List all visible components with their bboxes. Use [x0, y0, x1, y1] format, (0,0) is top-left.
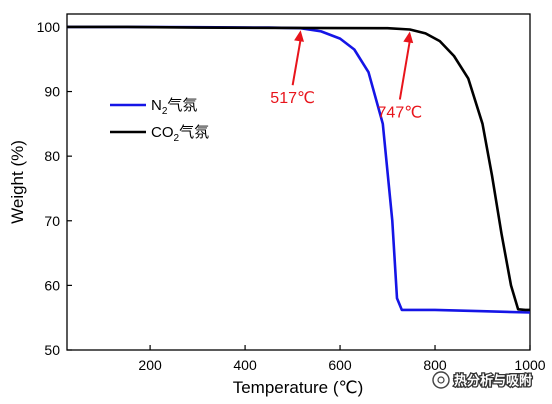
watermark: 热分析与吸附 — [432, 371, 533, 390]
tick-layer: 200 400 600 800 1000 50 60 70 80 90 100 — [37, 19, 546, 373]
annotation-label: 517℃ — [270, 90, 315, 107]
legend-co2-sub: 2 — [174, 133, 180, 144]
series-line-co2 — [67, 25, 530, 312]
legend: N2气氛 CO2气氛 — [110, 97, 209, 144]
x-tick-label: 800 — [423, 357, 447, 373]
annotation-label: 747℃ — [378, 105, 423, 122]
legend-co2-main: CO — [151, 124, 174, 141]
legend-n2-suffix: 气氛 — [167, 97, 197, 114]
watermark-icon-dot — [437, 376, 445, 384]
legend-co2-suffix: 气氛 — [179, 124, 209, 141]
plot-frame — [66, 13, 531, 351]
y-tick-label: 80 — [44, 148, 60, 164]
annotation-arrow — [398, 40, 411, 100]
legend-label-n2: N2气氛 — [151, 97, 197, 117]
y-tick-label: 60 — [44, 277, 60, 293]
x-tick-label: 200 — [138, 357, 162, 373]
annotation-arrowhead — [294, 30, 305, 42]
x-axis-title: Temperature (℃) — [233, 378, 364, 397]
y-tick-label: 90 — [44, 84, 60, 100]
annotation-layer: 517℃ 747℃ — [270, 30, 423, 122]
legend-n2-main: N — [151, 97, 162, 114]
y-tick-label: 50 — [44, 342, 60, 358]
y-tick-label: 70 — [44, 213, 60, 229]
x-tick-label: 600 — [328, 357, 352, 373]
annotation-arrowhead — [403, 31, 414, 44]
watermark-text: 热分析与吸附 — [454, 373, 532, 389]
series-line-n2 — [67, 25, 531, 314]
legend-label-co2: CO2气氛 — [151, 124, 209, 144]
x-tick-label: 400 — [233, 357, 257, 373]
annotation-arrow — [291, 39, 302, 86]
legend-n2-sub: 2 — [162, 106, 168, 117]
x-tick-label: 1000 — [514, 357, 545, 373]
y-axis-title: Weight (%) — [8, 140, 27, 224]
series-layer — [67, 25, 531, 314]
y-tick-label: 100 — [37, 19, 61, 35]
watermark-icon — [432, 371, 450, 389]
